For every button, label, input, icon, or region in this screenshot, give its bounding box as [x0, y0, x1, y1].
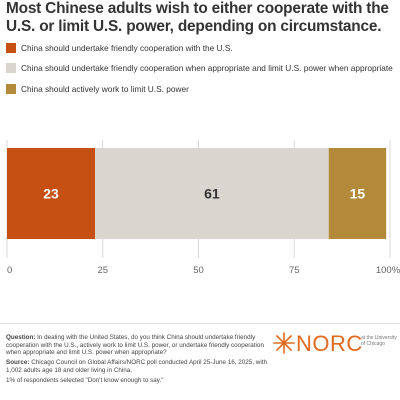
x-tick-label-75: 75	[289, 265, 300, 276]
data-label-3: 15	[350, 186, 366, 202]
legend: China should undertake friendly cooperat…	[6, 41, 398, 94]
footnotes: Question: In dealing with the United Sta…	[6, 334, 268, 387]
chart-title: Most Chinese adults wish to either coope…	[6, 0, 389, 35]
data-label-2: 61	[204, 186, 220, 202]
legend-label-both: China should undertake friendly cooperat…	[21, 63, 393, 73]
x-tick-label-25: 25	[97, 265, 108, 276]
bar-segment-2	[95, 148, 329, 239]
stacked-bar-chart: 23 61 15 0 25 50 75 100%	[6, 140, 400, 276]
norc-logo: NORC at the University of Chicago	[272, 331, 397, 359]
legend-swatch-limit	[6, 84, 16, 94]
x-tick-label-100: 100%	[376, 265, 400, 276]
legend-label-limit: China should actively work to limit U.S.…	[21, 84, 189, 94]
legend-label-cooperate: China should undertake friendly cooperat…	[21, 43, 233, 53]
legend-item-both: China should undertake friendly cooperat…	[6, 61, 398, 75]
x-tick-label-50: 50	[193, 265, 204, 276]
norc-wordmark: NORC	[296, 331, 363, 356]
legend-swatch-cooperate	[6, 43, 16, 53]
bar-segment-1	[7, 148, 96, 239]
data-label-1: 23	[43, 186, 59, 202]
source-label: Source:	[6, 359, 30, 367]
norc-tagline: at the University of Chicago	[361, 335, 397, 347]
source-text: Chicago Council on Global Affairs/NORC p…	[6, 359, 268, 374]
legend-swatch-both	[6, 63, 16, 73]
legend-item-limit: China should actively work to limit U.S.…	[6, 82, 398, 96]
x-tick-label-0: 0	[7, 265, 12, 276]
dont-know-note: 1% of respondents selected "Don't know e…	[6, 376, 164, 384]
source-note: Source: Chicago Council on Global Affair…	[6, 359, 268, 374]
footer-divider	[0, 323, 400, 324]
norc-star-icon	[273, 332, 295, 354]
legend-item-cooperate: China should undertake friendly cooperat…	[6, 41, 398, 55]
question-text: In dealing with the United States, do yo…	[6, 334, 264, 357]
bar-segment-3	[328, 148, 387, 239]
question-note: Question: In dealing with the United Sta…	[6, 334, 268, 357]
question-label: Question:	[6, 334, 36, 341]
